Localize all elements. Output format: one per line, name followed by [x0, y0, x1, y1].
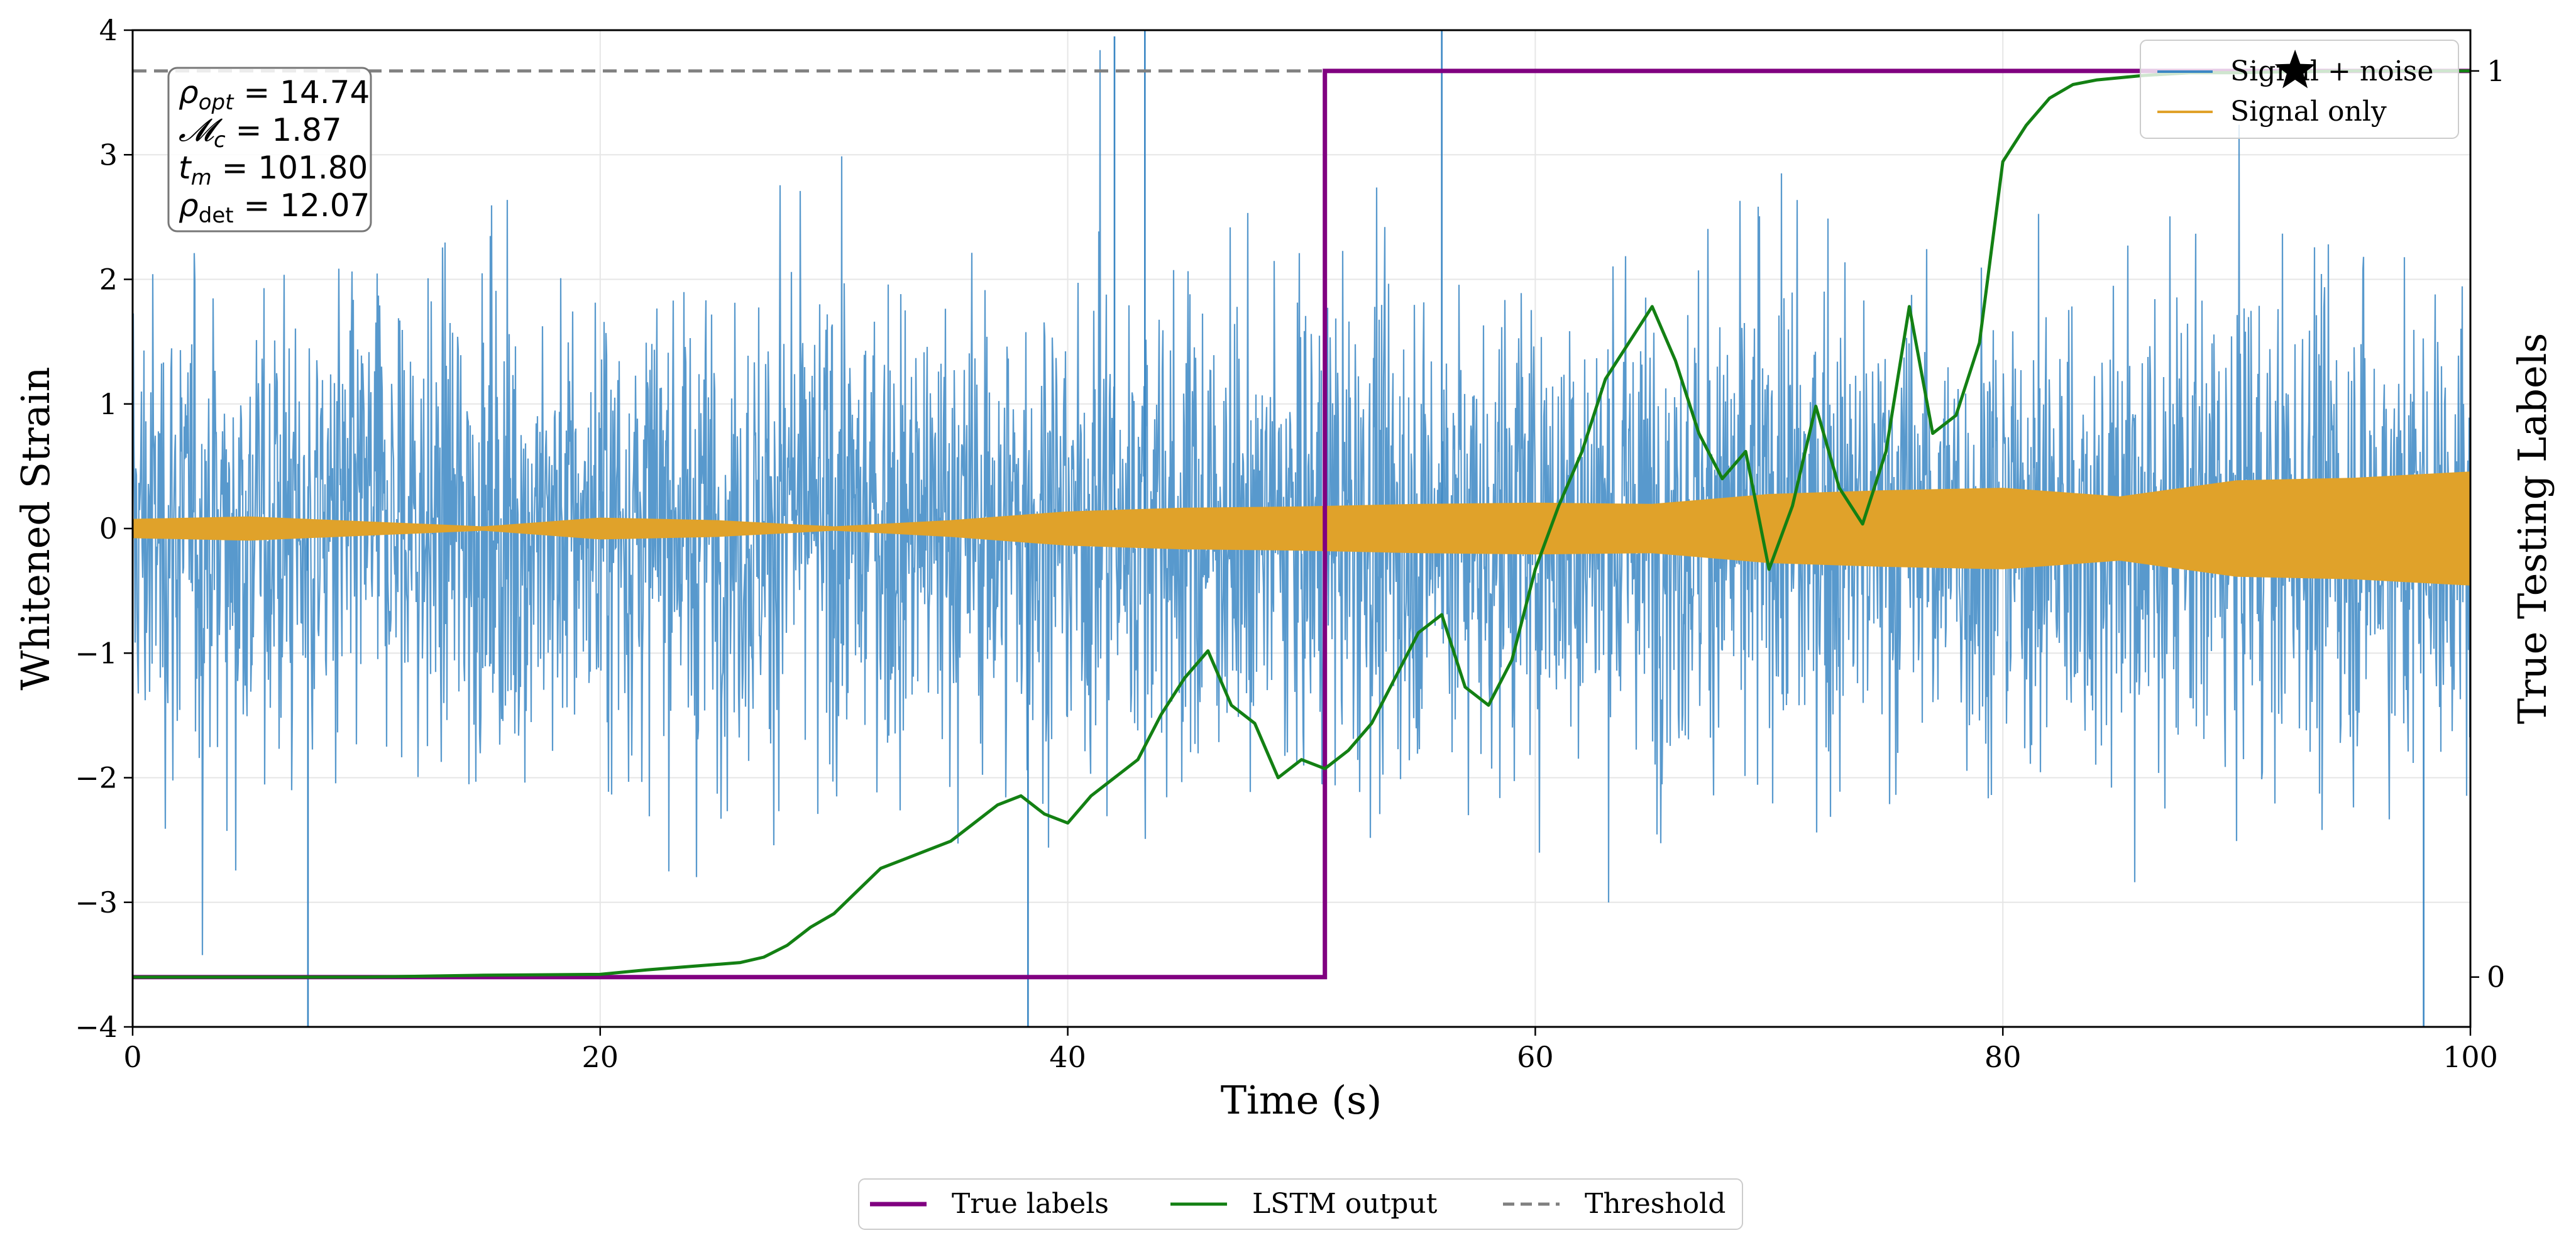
annotation-value: = 14.74: [233, 74, 370, 111]
y-tick-label: 4: [99, 13, 118, 47]
y2-tick-label: 1: [2487, 54, 2505, 88]
legend-upper: Signal + noise Signal only: [2140, 40, 2459, 139]
signal-only-envelope: [133, 471, 2470, 586]
x-tick-label: 0: [123, 1040, 141, 1074]
annotation-subscript: det: [199, 203, 234, 228]
y-tick-label: −2: [75, 761, 118, 795]
annotation-subscript: c: [214, 128, 226, 153]
annotation-line: tm = 101.80: [179, 150, 368, 190]
annotation-symbol: t: [179, 150, 192, 186]
annotation-line: 𝓜c = 1.87: [179, 112, 342, 153]
y-tick-label: −4: [75, 1010, 118, 1044]
y-tick-label: −3: [75, 885, 118, 919]
legend-upper-label: Signal only: [2230, 96, 2387, 128]
y-tick-label: −1: [75, 636, 118, 670]
y-tick-label: 1: [99, 387, 118, 421]
y-tick-label: 3: [99, 138, 118, 172]
y2-axis-label: True Testing Labels: [2509, 333, 2555, 725]
x-tick-label: 100: [2443, 1040, 2498, 1074]
annotation-frame: [167, 67, 372, 233]
legend-upper-label: Signal + noise: [2230, 55, 2433, 87]
x-axis-label: Time (s): [1221, 1077, 1382, 1123]
series-layer: [133, 30, 2470, 1027]
annotation-symbol: ρ: [179, 74, 199, 111]
annotation-value: = 1.87: [226, 112, 342, 148]
legend-lower-frame: [858, 1178, 1743, 1230]
x-tick-label: 20: [582, 1040, 619, 1074]
y-tick-label: 0: [99, 512, 118, 546]
legend-lower: True labels LSTM output Threshold: [858, 1178, 1743, 1230]
legend-lower-label: Threshold: [1585, 1188, 1726, 1220]
x-tick-label: 80: [1984, 1040, 2022, 1074]
annotation-subscript: opt: [199, 90, 234, 115]
star-marker: [2274, 49, 2316, 89]
annotation-value: = 101.80: [212, 150, 368, 186]
y2-tick-label: 0: [2487, 960, 2505, 994]
legend-lower-label: True labels: [952, 1188, 1109, 1220]
annotation-subscript: m: [191, 165, 212, 190]
signal-noise-line: [133, 50, 2470, 955]
y-tick-label: 2: [99, 263, 118, 297]
annotation-line: ρdet = 12.07: [179, 187, 370, 228]
annotation-symbol: ρ: [179, 187, 199, 224]
legend-lower-label: LSTM output: [1252, 1188, 1438, 1220]
legend-upper-frame: [2140, 40, 2459, 139]
true-labels-line: [133, 69, 2470, 980]
annotation-value: = 12.07: [234, 187, 370, 224]
annotation-line: ρopt = 14.74: [179, 74, 370, 115]
lstm-output-line: [133, 69, 2470, 979]
x-tick-label: 60: [1517, 1040, 1554, 1074]
x-tick-label: 40: [1049, 1040, 1086, 1074]
y-axis-label: Whitened Strain: [13, 367, 58, 691]
